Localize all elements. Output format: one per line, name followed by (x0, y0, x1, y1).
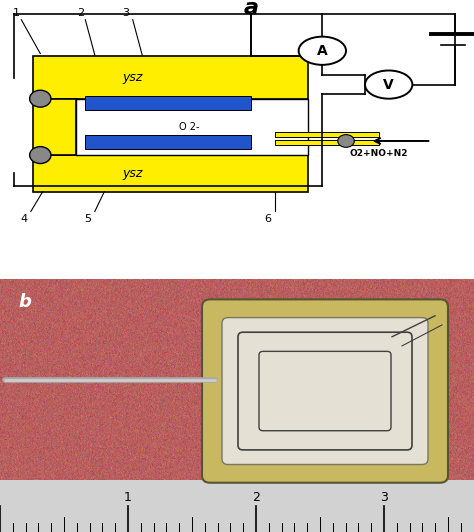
Bar (0, 480, 474, 532)
Text: 3: 3 (122, 7, 129, 18)
Text: 1: 1 (124, 491, 132, 504)
Ellipse shape (30, 147, 51, 163)
Bar (85, 135, 251, 149)
Text: ysz: ysz (123, 71, 143, 84)
Circle shape (365, 70, 412, 99)
Text: 5: 5 (84, 213, 91, 223)
Text: 6: 6 (264, 213, 271, 223)
FancyBboxPatch shape (202, 300, 448, 483)
Text: 4: 4 (20, 213, 27, 223)
Bar (33, 155, 308, 192)
Bar (263, 360, 325, 422)
Bar (275, 132, 379, 137)
FancyBboxPatch shape (222, 318, 428, 464)
Text: 1: 1 (13, 7, 20, 18)
Text: ysz: ysz (123, 167, 143, 180)
Circle shape (299, 37, 346, 65)
Bar (76, 99, 308, 155)
Text: O2+NO+N2: O2+NO+N2 (350, 149, 409, 158)
Text: V: V (383, 78, 394, 92)
Text: 3: 3 (380, 491, 388, 504)
Bar (33, 56, 308, 99)
Text: b: b (18, 293, 31, 311)
Bar (33, 99, 76, 155)
Text: 2: 2 (252, 491, 260, 504)
Bar (275, 140, 379, 145)
Text: O 2-: O 2- (179, 122, 200, 132)
Bar (243, 355, 325, 427)
Text: 2: 2 (77, 7, 84, 18)
Ellipse shape (30, 90, 51, 107)
Text: A: A (317, 44, 328, 58)
Bar (85, 96, 251, 110)
Text: a: a (244, 0, 259, 19)
Ellipse shape (337, 135, 355, 147)
